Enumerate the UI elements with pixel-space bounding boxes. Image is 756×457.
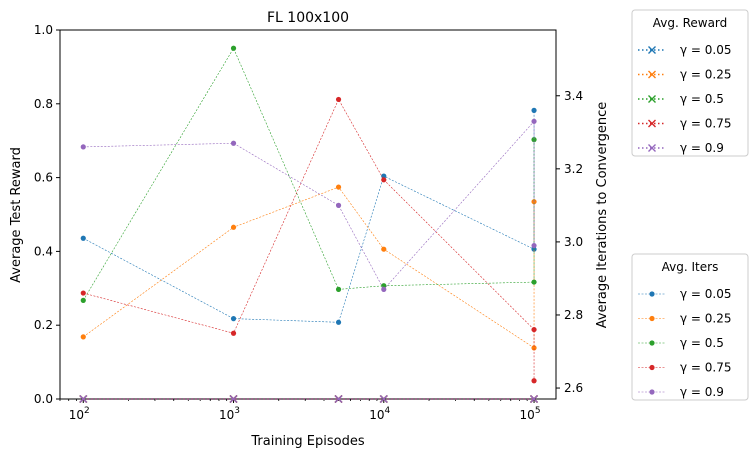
iters-point-series-0 <box>230 316 237 322</box>
legend-iters: Avg. Iters γ = 0.05 γ = 0.25 γ = 0.5 γ = 0.7… <box>631 253 749 401</box>
legend-reward-marker-3 <box>648 119 656 128</box>
iters-point-series-2 <box>531 279 537 285</box>
legend-iters-entry-3: γ = 0.75 <box>680 361 732 375</box>
iters-point-series-3 <box>381 177 387 183</box>
legend-iters-entry-1: γ = 0.25 <box>680 312 732 326</box>
x-tick-label: 103 <box>219 406 240 422</box>
reward-point-series-4 <box>530 395 539 403</box>
left-y-tick-label: 0.4 <box>34 244 53 258</box>
iters-point-series-0 <box>335 319 342 325</box>
legend-reward-frame <box>631 9 749 157</box>
legend-reward-marker-1 <box>648 70 656 79</box>
x-tick-label: 104 <box>369 406 390 422</box>
iters-point-series-4 <box>531 118 537 124</box>
reward-point-series-4 <box>379 395 388 403</box>
iters-point-series-2 <box>230 45 237 51</box>
legend-iters-marker-3 <box>649 364 655 371</box>
legend-reward-title: Avg. Reward <box>653 16 728 30</box>
iters-point-series-4 <box>381 286 387 292</box>
left-y-tick-label: 0.6 <box>34 171 53 185</box>
right-y-tick-label: 2.8 <box>564 308 583 322</box>
iters-point-series-3 <box>80 290 86 296</box>
iters-point-series-0 <box>80 235 86 241</box>
legend-reward-entry-1: γ = 0.25 <box>680 68 732 82</box>
iters-point-series-2 <box>335 286 342 292</box>
legend-iters-marker-1 <box>649 315 655 322</box>
right-axis-label: Average Iterations to Convergence <box>595 102 610 328</box>
reward-point-series-4 <box>334 395 343 403</box>
legend-reward-marker-2 <box>648 95 656 103</box>
legends: Avg. Reward γ = 0.05 γ = 0.25 γ = 0.5 γ = 0.… <box>631 9 749 401</box>
legend-iters-frame <box>631 253 749 401</box>
right-y-tick-label: 3.4 <box>564 89 583 103</box>
reward-point-series-4 <box>229 395 238 403</box>
iters-point-series-0 <box>531 107 537 113</box>
left-y-tick-label: 0.8 <box>34 97 53 111</box>
legend-reward: Avg. Reward γ = 0.05 γ = 0.25 γ = 0.5 γ = 0.… <box>631 9 749 157</box>
legend-reward-marker-4 <box>648 144 656 152</box>
iters-point-series-3 <box>335 96 342 103</box>
legend-reward-entry-4: γ = 0.9 <box>680 141 724 155</box>
legend-reward-entry-3: γ = 0.75 <box>680 117 732 131</box>
iters-point-series-3 <box>531 326 537 333</box>
x-tick-label: 102 <box>69 406 90 422</box>
iters-point-series-2 <box>531 137 537 143</box>
right-y-tick-label: 3.0 <box>564 235 583 249</box>
legend-iters-marker-0 <box>649 291 655 297</box>
iters-point-series-1 <box>230 224 237 230</box>
iters-point-series-1 <box>531 345 537 351</box>
chart-title: FL 100x100 <box>267 10 349 26</box>
legend-reward-marker-0 <box>648 46 656 54</box>
right-y-tick-label: 3.2 <box>564 162 583 176</box>
right-y-tick-label: 2.6 <box>564 381 583 395</box>
legend-iters-title: Avg. Iters <box>662 260 719 274</box>
left-axis-label: Average Test Reward <box>9 147 24 283</box>
left-y-tick-label: 0.0 <box>34 392 53 406</box>
iters-point-series-4 <box>230 140 237 146</box>
legend-reward-entry-0: γ = 0.05 <box>680 43 732 57</box>
iters-point-series-4 <box>80 144 86 150</box>
iters-point-series-3 <box>230 330 237 336</box>
iters-point-series-4 <box>531 242 537 249</box>
legend-iters-entry-4: γ = 0.9 <box>680 385 724 399</box>
iters-line-series-4 <box>83 120 535 290</box>
iters-point-series-3 <box>531 378 537 384</box>
plot-area: 102 103 104 105 0.0 0.2 0.4 0.6 0.8 1.0 2.6 2.8 3.0 3… <box>34 23 583 422</box>
iters-point-series-4 <box>335 202 342 208</box>
x-axis-label: Training Episodes <box>250 434 364 449</box>
iters-line-series-0 <box>83 110 535 323</box>
legend-iters-marker-4 <box>649 389 655 395</box>
legend-iters-marker-2 <box>649 340 655 346</box>
iters-line-series-3 <box>83 98 535 381</box>
left-y-tick-label: 0.2 <box>34 318 53 332</box>
iters-point-series-2 <box>80 297 86 303</box>
iters-point-series-1 <box>335 184 342 190</box>
legend-iters-entry-2: γ = 0.5 <box>680 336 724 350</box>
iters-line-series-1 <box>83 186 535 349</box>
x-tick-label: 105 <box>520 406 541 422</box>
iters-line-series-2 <box>83 47 535 301</box>
left-y-tick-label: 1.0 <box>34 23 53 37</box>
legend-iters-entry-0: γ = 0.05 <box>680 287 732 301</box>
legend-reward-entry-2: γ = 0.5 <box>680 92 724 106</box>
reward-point-series-4 <box>79 395 88 403</box>
iters-point-series-1 <box>381 246 387 252</box>
iters-point-series-1 <box>80 334 86 340</box>
